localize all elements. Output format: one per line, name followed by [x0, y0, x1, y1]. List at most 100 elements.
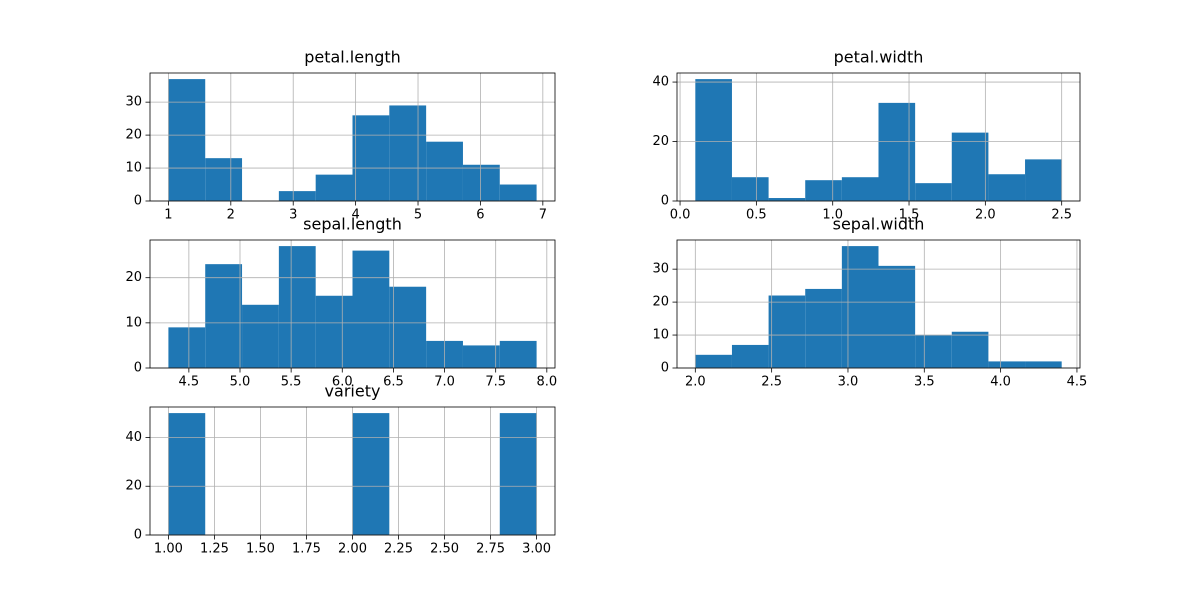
y-tick-label: 20 — [652, 295, 669, 310]
bar — [731, 344, 769, 368]
bar — [695, 79, 732, 201]
y-tick-label: 0 — [134, 194, 142, 209]
y-tick-label: 30 — [652, 262, 669, 277]
bar — [315, 295, 353, 368]
y-tick-label: 30 — [125, 95, 142, 110]
bar — [768, 295, 806, 368]
x-tick-label: 4.5 — [179, 375, 200, 390]
x-tick-label: 1.25 — [200, 542, 229, 557]
bar — [168, 327, 206, 368]
x-tick-label: 6 — [476, 208, 484, 223]
bar — [805, 180, 842, 201]
bar — [205, 158, 243, 201]
bar — [988, 361, 1026, 368]
bar — [988, 174, 1026, 201]
bar — [205, 264, 243, 368]
bar — [878, 265, 916, 368]
x-tick-label: 4.5 — [1067, 375, 1088, 390]
x-tick-label: 2.00 — [338, 542, 367, 557]
chart-title: petal.width — [834, 48, 924, 67]
bar — [841, 177, 879, 201]
x-tick-label: 5.5 — [281, 375, 302, 390]
bar — [242, 304, 279, 368]
x-tick-label: 2.0 — [975, 208, 996, 223]
chart-title: sepal.width — [833, 215, 925, 234]
x-tick-label: 0.5 — [746, 208, 767, 223]
x-tick-label: 1.75 — [292, 542, 321, 557]
y-tick-label: 0 — [134, 528, 142, 543]
y-tick-label: 20 — [652, 134, 669, 149]
bar — [915, 335, 952, 368]
bar — [499, 413, 537, 535]
bar — [841, 246, 879, 368]
bar — [915, 183, 952, 201]
bar — [426, 141, 463, 201]
y-tick-label: 40 — [652, 75, 669, 90]
y-tick-label: 0 — [661, 361, 669, 376]
bar — [731, 177, 769, 201]
chart-title: variety — [325, 382, 381, 401]
x-tick-label: 4 — [351, 208, 359, 223]
y-tick-label: 20 — [125, 128, 142, 143]
x-tick-label: 5.0 — [230, 375, 251, 390]
x-tick-label: 3.0 — [838, 375, 859, 390]
x-tick-label: 5 — [414, 208, 422, 223]
axes-frame — [676, 239, 1081, 369]
bar — [462, 345, 500, 368]
x-tick-label: 1 — [164, 208, 172, 223]
axes-frame — [149, 72, 556, 202]
y-tick-label: 10 — [125, 315, 142, 330]
x-tick-label: 2.75 — [476, 542, 505, 557]
bar — [315, 174, 353, 201]
bar — [352, 413, 390, 535]
chart-title: sepal.length — [303, 215, 402, 234]
bar — [695, 354, 732, 368]
bar — [352, 115, 390, 201]
x-tick-label: 3 — [289, 208, 297, 223]
y-tick-label: 20 — [125, 270, 142, 285]
y-tick-label: 20 — [125, 479, 142, 494]
bar — [878, 102, 916, 201]
bar — [278, 246, 316, 368]
bar — [499, 340, 537, 368]
y-tick-label: 0 — [661, 194, 669, 209]
x-tick-label: 2.0 — [685, 375, 706, 390]
x-tick-label: 7 — [539, 208, 547, 223]
y-tick-label: 40 — [125, 430, 142, 445]
x-tick-label: 1.00 — [154, 542, 183, 557]
bar — [499, 184, 537, 201]
y-tick-label: 10 — [652, 328, 669, 343]
x-tick-label: 2.5 — [761, 375, 782, 390]
x-tick-label: 2.25 — [384, 542, 413, 557]
x-tick-label: 6.0 — [332, 375, 353, 390]
x-tick-label: 1.50 — [246, 542, 275, 557]
x-tick-label: 1.0 — [822, 208, 843, 223]
bar — [805, 288, 842, 368]
y-tick-label: 0 — [134, 361, 142, 376]
x-tick-label: 3.5 — [914, 375, 935, 390]
x-tick-label: 0.0 — [670, 208, 691, 223]
x-tick-label: 2 — [227, 208, 235, 223]
x-tick-label: 6.5 — [383, 375, 404, 390]
bar — [951, 132, 989, 201]
bar — [168, 413, 206, 535]
bar — [352, 250, 390, 368]
bar — [389, 105, 427, 201]
x-tick-label: 2.5 — [1051, 208, 1072, 223]
bar — [951, 331, 989, 368]
x-tick-label: 7.0 — [434, 375, 455, 390]
x-tick-label: 3.00 — [522, 542, 551, 557]
axes-frame — [149, 406, 556, 536]
axes-frame — [149, 239, 556, 369]
bar — [1025, 159, 1062, 201]
x-tick-label: 4.0 — [990, 375, 1011, 390]
bar — [168, 79, 206, 201]
x-tick-label: 8.0 — [536, 375, 557, 390]
axes-frame — [676, 72, 1081, 202]
bar — [768, 198, 806, 201]
chart-title: petal.length — [304, 48, 401, 67]
x-tick-label: 7.5 — [485, 375, 506, 390]
bar — [1025, 361, 1062, 368]
bar — [278, 191, 316, 201]
